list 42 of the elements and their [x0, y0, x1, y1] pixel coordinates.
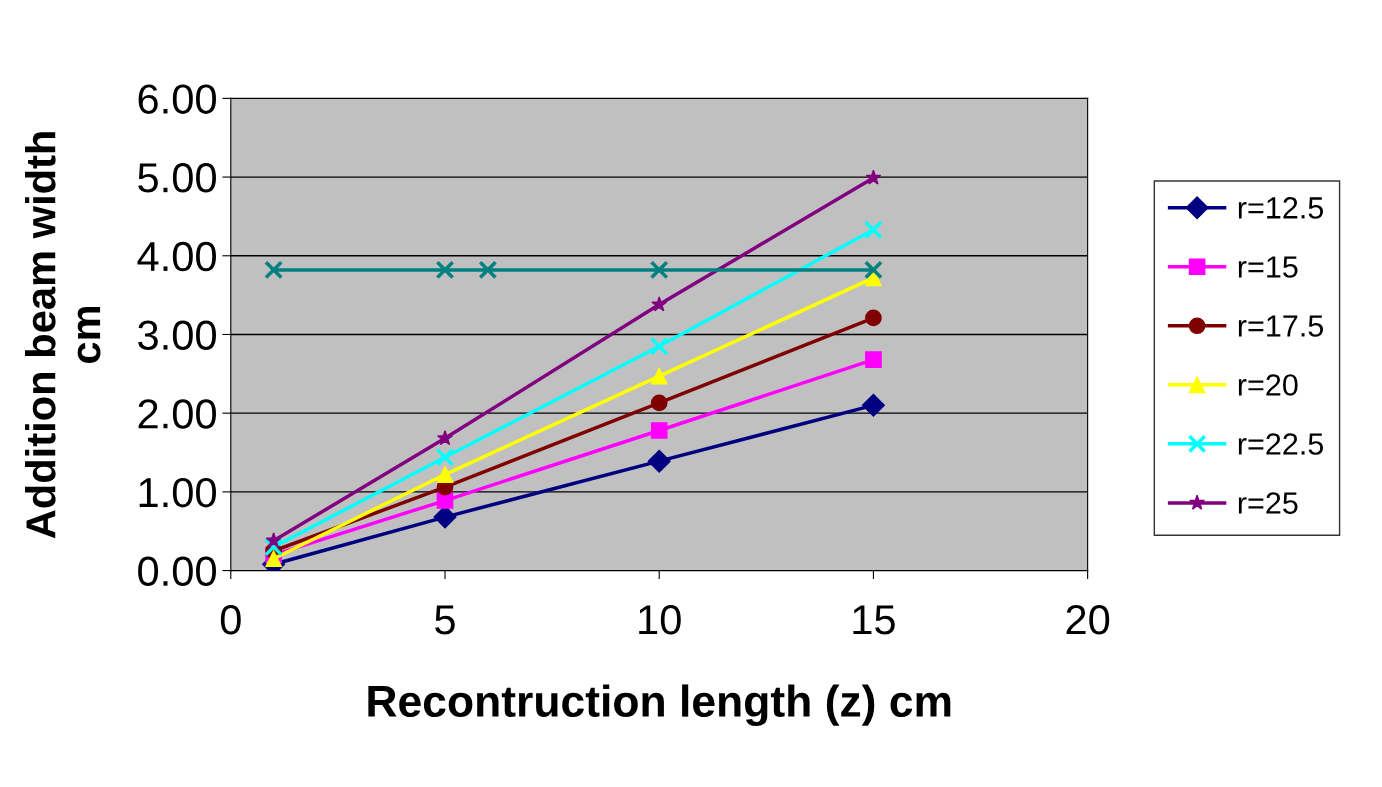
- point: [437, 430, 453, 446]
- x-tick-label: 5: [435, 605, 455, 635]
- x-tick-label: 20: [1066, 605, 1110, 635]
- y-tick-label: 6.00: [138, 84, 216, 114]
- point: [435, 447, 455, 467]
- legend-label: r=17.5: [1238, 315, 1324, 337]
- legend-label: r=22.5: [1238, 433, 1324, 455]
- legend-label: r=20: [1238, 374, 1298, 396]
- y-tick-label: 2.00: [138, 399, 216, 429]
- x-axis-title: Recontruction length (z) cm: [368, 684, 951, 727]
- y-tick-label: 0.00: [138, 556, 216, 587]
- point: [865, 169, 882, 185]
- y-tick-label: 1.00: [139, 477, 216, 508]
- point: [651, 296, 668, 312]
- point: [649, 260, 669, 280]
- x-tick-label: 15: [853, 605, 895, 635]
- x-tick-label: 0: [220, 605, 241, 635]
- point: [649, 336, 669, 356]
- point: [650, 394, 668, 412]
- legend-label: r=25: [1238, 492, 1298, 514]
- point: [264, 260, 284, 280]
- point: [647, 449, 671, 473]
- y-tick-label: 4.00: [137, 241, 216, 272]
- point: [861, 393, 885, 417]
- legend-label: r=12.5: [1238, 197, 1324, 219]
- point: [864, 260, 883, 280]
- point: [265, 550, 282, 568]
- point: [650, 367, 668, 385]
- point: [865, 351, 882, 368]
- point: [865, 309, 882, 327]
- point: [265, 532, 282, 548]
- point: [864, 220, 883, 240]
- y-tick-label: 5.00: [138, 163, 216, 193]
- point: [436, 466, 454, 483]
- point: [264, 537, 284, 557]
- point: [650, 422, 668, 439]
- legend-label: r=15: [1238, 256, 1298, 278]
- x-tick-label: 10: [639, 605, 681, 635]
- y-tick-label: 3.00: [138, 320, 216, 350]
- point: [435, 260, 455, 280]
- y-axis-title: Addition beam width cm: [25, 132, 101, 539]
- point: [478, 260, 498, 280]
